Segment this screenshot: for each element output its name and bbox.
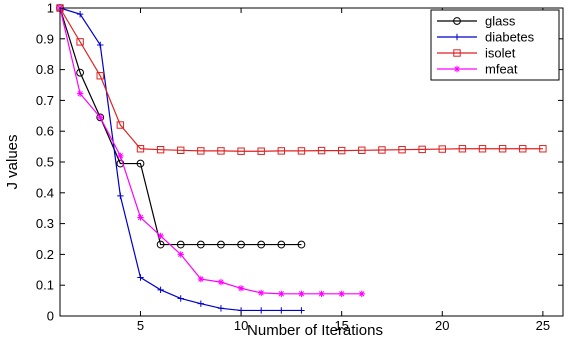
data-point-isolet	[539, 145, 547, 153]
data-point-isolet	[277, 147, 286, 155]
y-tick-label: 0.3	[36, 216, 54, 231]
data-point-diabetes	[76, 10, 84, 18]
data-point-mfeat	[177, 251, 184, 258]
data-point-mfeat	[137, 214, 144, 221]
data-point-diabetes	[258, 307, 265, 314]
data-point-diabetes	[117, 192, 124, 200]
legend-marker-isolet	[453, 49, 461, 57]
y-tick-label: 0.7	[36, 93, 54, 108]
data-point-isolet	[458, 145, 467, 153]
legend-marker-diabetes	[453, 33, 461, 41]
y-tick-label: 0.1	[36, 278, 54, 293]
data-point-isolet	[498, 145, 507, 153]
data-point-isolet	[418, 145, 426, 154]
series-line-isolet	[59, 7, 543, 152]
data-point-diabetes	[157, 286, 164, 294]
data-point-isolet	[177, 146, 185, 154]
data-point-glass	[176, 240, 185, 249]
data-point-diabetes	[97, 41, 104, 49]
data-point-isolet	[378, 146, 386, 154]
y-tick-label: 0.4	[36, 185, 54, 200]
data-point-isolet	[237, 147, 245, 155]
x-axis-title: Number of Iterations	[247, 322, 383, 339]
data-point-glass	[196, 240, 205, 249]
data-point-glass	[96, 113, 105, 122]
data-point-isolet	[337, 146, 346, 155]
data-point-glass	[237, 240, 245, 249]
data-point-isolet	[76, 38, 84, 46]
data-point-diabetes	[278, 307, 285, 314]
data-point-mfeat	[237, 285, 245, 292]
data-point-mfeat	[97, 114, 104, 121]
data-point-glass	[156, 240, 165, 249]
data-point-diabetes	[217, 305, 225, 312]
data-point-mfeat	[117, 152, 124, 160]
y-tick-label: 0.8	[36, 62, 54, 77]
legend-label-isolet: isolet	[485, 46, 516, 61]
data-point-isolet	[156, 145, 165, 154]
y-tick-label: 0.9	[36, 31, 54, 46]
x-tick-label: 5	[137, 318, 144, 333]
legend-box	[430, 9, 560, 81]
data-point-isolet	[317, 146, 326, 155]
data-point-diabetes	[177, 295, 184, 302]
data-point-diabetes	[197, 300, 205, 307]
legend-label-diabetes: diabetes	[485, 30, 535, 45]
data-point-isolet	[136, 145, 145, 153]
legend-label-glass: glass	[485, 14, 516, 29]
data-point-mfeat	[358, 290, 365, 298]
data-point-mfeat	[278, 290, 285, 298]
data-point-isolet	[519, 145, 527, 153]
data-point-isolet	[297, 147, 306, 155]
data-point-glass	[257, 240, 266, 249]
x-tick-label: 20	[435, 318, 449, 333]
data-point-mfeat	[217, 278, 225, 286]
data-point-glass	[116, 159, 125, 168]
data-point-glass	[217, 240, 225, 249]
data-point-isolet	[197, 147, 205, 155]
legend-marker-mfeat	[453, 65, 461, 73]
x-tick-label: 10	[234, 318, 248, 333]
data-point-isolet	[478, 145, 487, 153]
data-point-mfeat	[338, 290, 345, 298]
y-tick-label: 0.2	[36, 247, 54, 262]
data-point-mfeat	[76, 90, 84, 97]
data-point-glass	[136, 159, 145, 168]
x-tick-label: 15	[334, 318, 348, 333]
data-point-glass	[297, 240, 306, 249]
data-point-mfeat	[318, 290, 325, 298]
data-point-isolet	[438, 145, 446, 153]
x-tick-label: 25	[536, 318, 550, 333]
data-point-isolet	[217, 147, 225, 155]
y-tick-label: 0.5	[36, 155, 54, 170]
data-point-glass	[277, 240, 286, 249]
series-line-mfeat	[59, 7, 362, 295]
axes: 00.10.20.30.40.50.60.70.80.915 10 15 20 25	[36, 1, 564, 333]
data-point-mfeat	[157, 232, 164, 240]
data-point-isolet	[257, 147, 265, 155]
y-tick-label: 1	[47, 1, 54, 16]
data-point-diabetes	[137, 274, 144, 281]
data-point-mfeat	[258, 289, 265, 297]
y-axis-title: J values	[4, 134, 21, 189]
y-tick-label: 0	[47, 309, 54, 324]
data-point-mfeat	[298, 290, 305, 298]
y-tick-label: 0.6	[36, 124, 54, 139]
data-point-isolet	[96, 72, 104, 80]
data-point-mfeat	[197, 275, 205, 283]
data-point-isolet	[398, 145, 406, 154]
data-point-glass	[76, 68, 85, 77]
legend-label-mfeat: mfeat	[485, 62, 518, 77]
legend-marker-glass	[453, 17, 461, 25]
data-point-isolet	[358, 146, 366, 154]
data-point-isolet	[116, 121, 125, 129]
data-point-diabetes	[298, 307, 305, 314]
